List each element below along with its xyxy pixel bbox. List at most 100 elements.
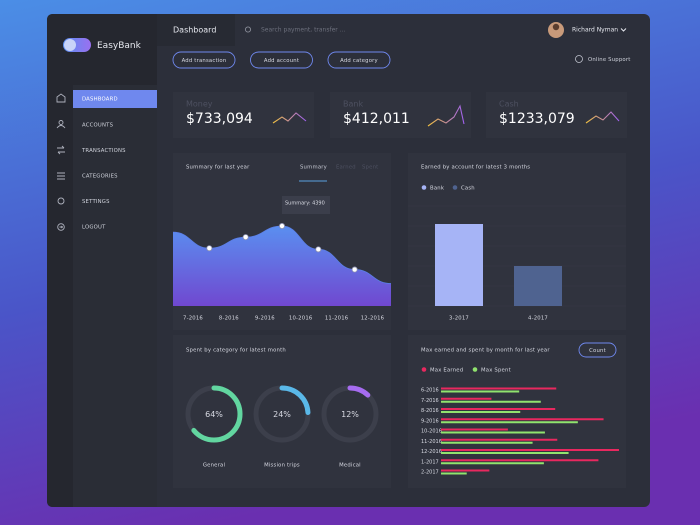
card-value: $412,011 [343,111,410,127]
card-value: $1233,079 [499,111,575,127]
stat-card [330,92,471,138]
page-title: Dashboard [173,26,216,35]
logout-arrow [59,225,64,229]
user-name[interactable]: Richard Nyman [572,27,618,34]
panel-title: Earned by account for latest 3 months [421,165,530,171]
search-icon [244,26,252,33]
menu-column [73,85,157,507]
card-label: Bank [343,100,363,109]
title-bar [157,14,235,46]
user-icon [58,120,64,125]
point-marker [278,222,285,229]
search-input[interactable]: Search payment, transfer ... [261,27,345,34]
bar [441,462,544,465]
bar [441,418,604,421]
point-marker [242,234,249,241]
point-marker [206,245,213,252]
bar [441,428,508,431]
legend-swatch [421,367,427,372]
x-tick-label: 12-2016 [361,316,385,322]
menu-item[interactable]: SETTINGS [82,199,110,205]
stat-card [173,92,314,138]
y-tick-label: 1-2017 [421,459,439,465]
action-button[interactable] [250,51,313,69]
legend-swatch [452,185,458,190]
menu-item[interactable]: CATEGORIES [82,174,118,180]
bar [441,400,541,403]
donut-value: 64% [205,410,223,419]
x-tick-label: 3-2017 [449,316,469,322]
x-tick-label: 9-2016 [255,316,275,322]
area [173,226,391,306]
x-tick-label: 7-2016 [183,316,203,322]
bar [441,438,558,441]
donut-arc [321,385,379,443]
menu-item[interactable]: ACCOUNTS [82,123,114,129]
sparkline [272,112,307,124]
panel-title: Spent by category for latest month [186,348,286,354]
y-tick-label: 2-2017 [421,470,439,476]
donut-value: 12% [341,410,359,419]
x-tick-label: 10-2016 [289,316,313,322]
count-label[interactable]: Count [589,348,606,354]
avatar-head [552,23,560,31]
action-label[interactable]: Add transaction [182,58,227,64]
bar [441,408,556,410]
tooltip-text: Summary: 4390 [285,201,325,207]
panel-title: Max earned and spent by month for last y… [421,348,550,354]
sparkline [427,104,465,127]
bar [441,431,545,434]
bar [441,441,533,444]
bar [441,411,521,413]
y-tick-label: 8-2016 [421,408,439,414]
chart-tab[interactable]: Spent [362,165,378,171]
logout-icon [57,223,65,231]
logo-knob [64,39,76,51]
y-tick-label: 10-2016 [421,429,442,435]
bar [441,469,490,472]
user-caret[interactable] [620,28,627,32]
tooltip [282,196,330,214]
donut-arc [185,385,243,443]
bar [441,397,492,400]
bar [441,472,467,475]
y-tick-label: 6-2016 [421,388,439,394]
action-label[interactable]: Add category [340,58,378,64]
chart-tab[interactable]: Summary [300,165,327,171]
bar [441,387,557,390]
support-link[interactable]: Online Support [588,57,631,63]
chart-tab[interactable]: Earned [336,165,356,171]
action-button[interactable] [172,51,236,69]
action-button[interactable] [327,51,391,69]
card-label: Cash [499,100,519,109]
donut-label: Medical [339,463,361,469]
app-name: EasyBank [97,41,142,51]
donut-label: Mission trips [264,463,300,469]
legend-label: Bank [430,186,445,192]
card-label: Money [186,100,213,109]
menu-item[interactable]: TRANSACTIONS [81,148,126,154]
menu-item[interactable]: LOGOUT [82,225,106,231]
action-label[interactable]: Add account [264,58,299,64]
sparkline [585,111,620,124]
menu-item[interactable]: DASHBOARD [82,97,118,103]
y-tick-label: 11-2016 [421,439,442,445]
support-icon [575,55,583,63]
donut-value: 24% [273,410,291,419]
count-button[interactable] [578,342,617,358]
y-tick-label: 7-2016 [421,398,439,404]
list-icon [57,172,65,180]
settings-icon [57,197,65,205]
donut-arc [253,385,311,443]
transfer-icon [57,145,65,155]
legend-label: Max Spent [481,368,511,374]
x-tick-label: 4-2017 [528,316,548,322]
legend-label: Max Earned [430,368,463,374]
bar [435,224,483,306]
point-marker [351,266,358,273]
donut-label: General [203,463,225,469]
card-value: $733,094 [186,111,253,127]
y-tick-label: 12-2016 [421,449,442,455]
bar [441,449,619,451]
legend-label: Cash [461,186,475,192]
